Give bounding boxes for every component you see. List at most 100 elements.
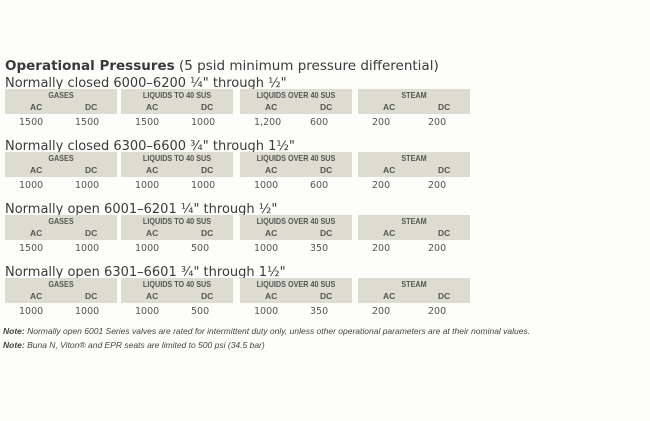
dc-label: DC xyxy=(438,291,451,301)
dc-value: 1000 xyxy=(191,117,216,128)
column-header: LIQUIDS TO 40 SUS AC DC xyxy=(121,152,233,177)
ac-label: AC xyxy=(146,102,159,112)
column-name: LIQUIDS OVER 40 SUS xyxy=(256,90,336,100)
dc-label: DC xyxy=(201,228,214,238)
ac-value: 1000 xyxy=(135,180,160,191)
column-header: LIQUIDS OVER 40 SUS AC DC xyxy=(240,89,352,114)
ac-value: 1000 xyxy=(254,180,279,191)
ac-value: 200 xyxy=(372,117,391,128)
column-header: LIQUIDS OVER 40 SUS AC DC xyxy=(240,278,352,303)
column-name: STEAM xyxy=(401,279,427,289)
dc-value: 350 xyxy=(310,243,329,254)
pressure-section: Normally closed 6300–6600 ¾" through 1½"… xyxy=(5,139,475,201)
column-header: LIQUIDS TO 40 SUS AC DC xyxy=(121,215,233,240)
column-name: LIQUIDS OVER 40 SUS xyxy=(256,153,336,163)
ac-label: AC xyxy=(265,165,278,175)
dc-label: DC xyxy=(85,102,98,112)
ac-value: 200 xyxy=(372,243,391,254)
column-header: STEAM AC DC xyxy=(358,152,470,177)
dc-label: DC xyxy=(201,165,214,175)
ac-label: AC xyxy=(146,291,159,301)
ac-value: 1000 xyxy=(135,243,160,254)
column-header: LIQUIDS TO 40 SUS AC DC xyxy=(121,278,233,303)
column-name: GASES xyxy=(48,279,74,289)
column-name: LIQUIDS TO 40 SUS xyxy=(142,90,212,100)
ac-value: 1000 xyxy=(19,306,44,317)
ac-label: AC xyxy=(383,102,396,112)
dc-value: 500 xyxy=(191,243,210,254)
column-header: LIQUIDS TO 40 SUS AC DC xyxy=(121,89,233,114)
column-header: GASES AC DC xyxy=(5,89,117,114)
section-title: Normally open 6001–6201 ¼" through ½" xyxy=(5,202,278,217)
dc-label: DC xyxy=(320,228,333,238)
ac-value: 200 xyxy=(372,180,391,191)
column-name: LIQUIDS OVER 40 SUS xyxy=(256,216,336,226)
dc-value: 200 xyxy=(428,306,447,317)
title-bold: Operational Pressures xyxy=(5,58,175,74)
pressure-section: Normally closed 6000–6200 ¼" through ½" … xyxy=(5,76,475,138)
ac-value: 1000 xyxy=(254,306,279,317)
column-header: LIQUIDS OVER 40 SUS AC DC xyxy=(240,152,352,177)
ac-value: 1500 xyxy=(19,243,44,254)
title-subtitle: (5 psid minimum pressure differential) xyxy=(174,58,439,74)
ac-value: 1000 xyxy=(254,243,279,254)
ac-value: 200 xyxy=(372,306,391,317)
dc-value: 1000 xyxy=(75,180,100,191)
column-header: STEAM AC DC xyxy=(358,215,470,240)
ac-label: AC xyxy=(383,228,396,238)
dc-value: 200 xyxy=(428,117,447,128)
dc-value: 200 xyxy=(428,180,447,191)
column-name: LIQUIDS TO 40 SUS xyxy=(142,279,212,289)
pressure-section: Normally open 6001–6201 ¼" through ½" GA… xyxy=(5,202,475,264)
page-title: Operational Pressures (5 psid minimum pr… xyxy=(5,58,439,74)
note-text: Buna N, Viton® and EPR seats are limited… xyxy=(24,340,265,350)
column-header: GASES AC DC xyxy=(5,215,117,240)
column-header: STEAM AC DC xyxy=(358,278,470,303)
column-name: GASES xyxy=(48,216,74,226)
column-name: STEAM xyxy=(401,90,427,100)
column-name: LIQUIDS OVER 40 SUS xyxy=(256,279,336,289)
ac-label: AC xyxy=(265,291,278,301)
column-name: LIQUIDS TO 40 SUS xyxy=(142,216,212,226)
ac-label: AC xyxy=(146,228,159,238)
column-name: STEAM xyxy=(401,153,427,163)
dc-value: 600 xyxy=(310,117,329,128)
dc-label: DC xyxy=(85,165,98,175)
ac-label: AC xyxy=(383,291,396,301)
note-label: Note: xyxy=(3,340,25,350)
ac-label: AC xyxy=(265,228,278,238)
dc-label: DC xyxy=(85,291,98,301)
pressure-section: Normally open 6301–6601 ¾" through 1½" G… xyxy=(5,265,475,327)
dc-label: DC xyxy=(438,228,451,238)
dc-value: 500 xyxy=(191,306,210,317)
dc-value: 1500 xyxy=(75,117,100,128)
section-title: Normally closed 6000–6200 ¼" through ½" xyxy=(5,76,287,91)
dc-label: DC xyxy=(320,291,333,301)
column-name: STEAM xyxy=(401,216,427,226)
dc-label: DC xyxy=(320,165,333,175)
note-2: Note: Buna N, Viton® and EPR seats are l… xyxy=(3,340,265,350)
ac-value: 1000 xyxy=(19,180,44,191)
dc-label: DC xyxy=(320,102,333,112)
column-name: GASES xyxy=(48,153,74,163)
dc-label: DC xyxy=(85,228,98,238)
column-name: GASES xyxy=(48,90,74,100)
dc-value: 600 xyxy=(310,180,329,191)
column-header: GASES AC DC xyxy=(5,278,117,303)
ac-label: AC xyxy=(30,165,43,175)
column-header: STEAM AC DC xyxy=(358,89,470,114)
ac-label: AC xyxy=(383,165,396,175)
ac-value: 1500 xyxy=(135,117,160,128)
dc-label: DC xyxy=(201,291,214,301)
ac-value: 1,200 xyxy=(254,117,282,128)
dc-value: 1000 xyxy=(75,243,100,254)
ac-label: AC xyxy=(30,228,43,238)
ac-label: AC xyxy=(265,102,278,112)
column-header: LIQUIDS OVER 40 SUS AC DC xyxy=(240,215,352,240)
ac-label: AC xyxy=(30,102,43,112)
section-title: Normally open 6301–6601 ¾" through 1½" xyxy=(5,265,286,280)
column-name: LIQUIDS TO 40 SUS xyxy=(142,153,212,163)
ac-label: AC xyxy=(146,165,159,175)
note-label: Note: xyxy=(3,326,25,336)
